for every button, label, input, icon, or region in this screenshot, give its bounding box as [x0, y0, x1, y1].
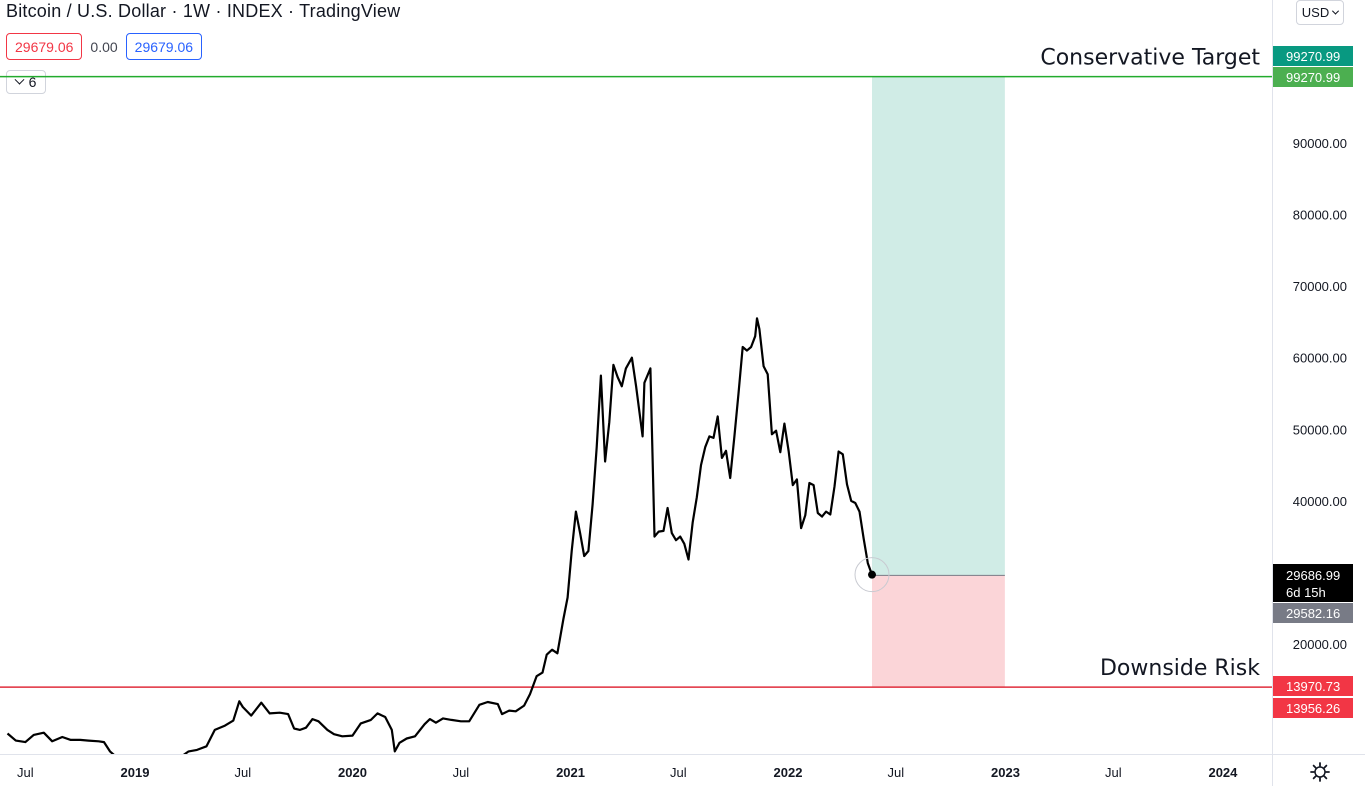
time-tick-label: Jul: [888, 765, 905, 780]
conservative-target-label: Conservative Target: [1040, 46, 1260, 71]
price-tick-label: 90000.00: [1293, 136, 1347, 151]
target-price-badge-top: [1273, 46, 1353, 66]
time-tick-label: Jul: [670, 765, 687, 780]
time-tick-label: 2020: [338, 765, 367, 780]
target-price-badge: [1273, 67, 1353, 87]
chart-title: Bitcoin / U.S. Dollar · 1W · INDEX · Tra…: [6, 1, 401, 21]
chevron-down-icon: [1332, 7, 1340, 15]
price-series: [6, 317, 890, 754]
price-line: [6, 317, 874, 754]
price-badges: 99270.99 99270.99 29686.99 6d 15h 29582.16 13…: [1273, 46, 1353, 718]
position-tool[interactable]: [872, 76, 1005, 688]
currency-label: USD: [1301, 5, 1330, 20]
currency-select-button[interactable]: USD: [1296, 0, 1344, 25]
time-tick-label: Jul: [1105, 765, 1122, 780]
time-tick-label: Jul: [17, 765, 34, 780]
time-tick-label: 2021: [556, 765, 585, 780]
ohlc-legend: 29679.06 0.00 29679.06: [6, 33, 203, 60]
last-price-ring: [854, 557, 890, 593]
price-tick-label: 40000.00: [1293, 494, 1347, 509]
downside-risk-label: Downside Risk: [1100, 656, 1260, 681]
time-tick-label: 2022: [774, 765, 803, 780]
target-price-badge-text: 99270.99: [1286, 70, 1340, 85]
risk-price-badge: [1273, 676, 1353, 696]
close-price-box: 29679.06: [125, 33, 203, 60]
risk-price-badge-text: 13970.73: [1286, 679, 1340, 694]
risk-price-badge-bottom-text: 13956.26: [1286, 701, 1340, 716]
indicators-toggle-button[interactable]: 6: [6, 70, 46, 94]
settings-button[interactable]: [1308, 760, 1332, 784]
time-tick-label: 2023: [991, 765, 1020, 780]
last-price-badge: [1273, 564, 1353, 602]
price-tick-label: 80000.00: [1293, 208, 1347, 223]
last-price-badge-text: 29686.99: [1286, 568, 1340, 583]
target-price-badge-top-text: 99270.99: [1286, 49, 1340, 64]
last-price-marker: [868, 570, 877, 579]
loss-zone: [872, 575, 1005, 688]
horizontal-lines: Conservative Target Downside Risk: [0, 46, 1272, 688]
price-tick-label: 70000.00: [1293, 279, 1347, 294]
price-tick-label: 20000.00: [1293, 637, 1347, 652]
last-price-badge-countdown: 6d 15h: [1286, 585, 1326, 600]
time-tick-label: 2019: [121, 765, 150, 780]
gear-icon: [1310, 762, 1330, 782]
time-tick-label: Jul: [453, 765, 470, 780]
entry-price-badge-text: 29582.16: [1286, 606, 1340, 621]
price-tick-label: 60000.00: [1293, 351, 1347, 366]
time-tick-label: 2024: [1208, 765, 1238, 780]
price-tick-label: 50000.00: [1293, 422, 1347, 437]
risk-price-badge-bottom: [1273, 698, 1353, 718]
profit-zone: [872, 76, 1005, 576]
time-tick-label: Jul: [235, 765, 252, 780]
open-price-box: 29679.06: [6, 33, 83, 60]
entry-price-badge: [1273, 603, 1353, 623]
price-change: 0.00: [90, 38, 118, 55]
indicator-count: 6: [28, 74, 37, 90]
